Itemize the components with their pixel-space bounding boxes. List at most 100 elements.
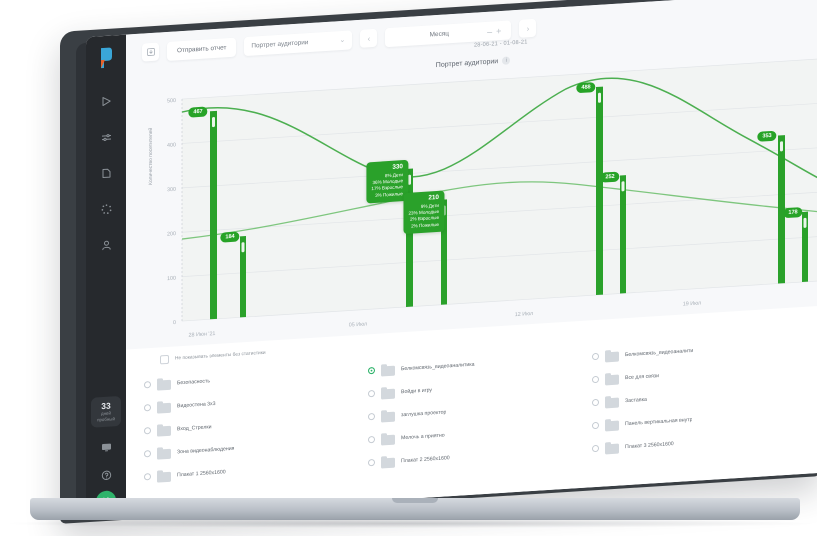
sidebar-item-sliders[interactable] bbox=[91, 121, 121, 153]
svg-text:28 Июн '21: 28 Июн '21 bbox=[189, 331, 216, 339]
folder-icon bbox=[381, 455, 395, 469]
data-badge[interactable]: 467 bbox=[188, 106, 208, 118]
folder-icon bbox=[381, 432, 395, 446]
item-label: Зона видеонаблюдения bbox=[177, 445, 235, 455]
item-label: Белкомсвязь_видеоаналити bbox=[625, 347, 694, 358]
hide-empty-label: Не показывать элементы без статистики bbox=[175, 350, 266, 362]
device-column: Белкомсвязь_видеоаналити Все для связи З… bbox=[592, 332, 806, 460]
item-radio[interactable] bbox=[592, 421, 599, 430]
chart-tooltip: 210 9% Дети 23% Молодые 2% Взрослые 2% П… bbox=[403, 190, 444, 234]
item-radio[interactable] bbox=[592, 352, 599, 361]
main-content: Отправить отчет Портрет аудитории ⌄ ‹ Ме… bbox=[126, 0, 817, 517]
item-radio-selected[interactable] bbox=[368, 366, 375, 375]
period-label: Месяц bbox=[429, 30, 449, 39]
next-period-button[interactable]: › bbox=[519, 18, 537, 38]
report-type-value: Портрет аудитории bbox=[251, 39, 309, 50]
item-radio[interactable] bbox=[144, 427, 151, 435]
data-badge[interactable]: 178 bbox=[783, 207, 803, 219]
item-radio[interactable] bbox=[368, 458, 375, 467]
item-label: Мелочь а приятно bbox=[401, 432, 445, 441]
item-radio[interactable] bbox=[144, 381, 151, 389]
folder-icon bbox=[605, 349, 619, 362]
item-radio[interactable] bbox=[144, 450, 151, 458]
app-logo-icon[interactable] bbox=[95, 45, 117, 70]
folder-icon bbox=[605, 372, 619, 385]
item-radio[interactable] bbox=[592, 444, 599, 453]
item-radio[interactable] bbox=[368, 412, 375, 421]
sidebar-item-loading[interactable] bbox=[91, 193, 121, 225]
item-label: Плакат 2 2560x1600 bbox=[401, 454, 450, 464]
folder-icon bbox=[157, 377, 171, 391]
period-increase-button[interactable]: + bbox=[496, 25, 502, 36]
folder-icon bbox=[157, 446, 171, 460]
send-report-label: Отправить отчет bbox=[177, 44, 227, 55]
laptop-shadow bbox=[10, 519, 810, 528]
trial-badge[interactable]: 33 дней пробный bbox=[91, 396, 121, 428]
sidebar-item-document[interactable] bbox=[91, 157, 121, 189]
folder-icon bbox=[605, 441, 619, 454]
svg-text:200: 200 bbox=[167, 231, 176, 238]
svg-text:500: 500 bbox=[167, 98, 176, 105]
page-title: Портрет аудитории bbox=[435, 57, 499, 69]
svg-text:12 Июл: 12 Июл bbox=[515, 311, 533, 318]
item-label: Вход_Стрелки bbox=[177, 423, 212, 432]
svg-text:05 Июл: 05 Июл bbox=[349, 321, 367, 328]
item-radio[interactable] bbox=[368, 389, 375, 398]
sidebar-item-person[interactable] bbox=[91, 229, 121, 261]
application-window: 33 дней пробный И bbox=[86, 0, 817, 520]
folder-icon bbox=[605, 395, 619, 408]
previous-period-button[interactable]: ‹ bbox=[360, 28, 378, 48]
item-label: Белкомсвязь_видеоаналитика bbox=[401, 361, 475, 372]
device-column: Белкомсвязь_видеоаналитика Войди в игру … bbox=[368, 346, 582, 474]
send-report-button[interactable]: Отправить отчет bbox=[167, 37, 237, 61]
item-radio[interactable] bbox=[144, 404, 151, 412]
monitor-icon[interactable] bbox=[92, 434, 120, 460]
item-radio[interactable] bbox=[592, 398, 599, 407]
trial-label-line2: пробный bbox=[97, 415, 115, 422]
svg-text:300: 300 bbox=[167, 187, 176, 194]
hide-empty-checkbox[interactable] bbox=[160, 354, 169, 365]
svg-text:19 Июл: 19 Июл bbox=[683, 300, 701, 307]
chevron-down-icon: ⌄ bbox=[339, 36, 346, 45]
folder-icon bbox=[605, 418, 619, 431]
item-label: Плакат 1 2560x1600 bbox=[177, 468, 226, 478]
item-label: Войди в игру bbox=[401, 386, 433, 395]
item-radio[interactable] bbox=[144, 473, 151, 481]
folder-icon bbox=[157, 469, 171, 483]
left-sidebar: 33 дней пробный И bbox=[86, 34, 126, 520]
report-type-select[interactable]: Портрет аудитории ⌄ bbox=[244, 30, 353, 57]
item-label: Все для связи bbox=[625, 372, 660, 381]
item-label: Панель вертикальная внутр bbox=[625, 416, 693, 427]
sidebar-item-play[interactable] bbox=[91, 85, 121, 117]
tooltip-row: 2% Пожилые bbox=[411, 221, 439, 229]
audience-chart: Количество посетителей bbox=[126, 51, 817, 350]
item-radio[interactable] bbox=[592, 375, 599, 384]
folder-icon bbox=[381, 363, 395, 377]
svg-text:100: 100 bbox=[167, 276, 176, 283]
folder-icon bbox=[157, 423, 171, 437]
folder-icon bbox=[381, 386, 395, 400]
toolbar: Отправить отчет Портрет аудитории ⌄ ‹ Ме… bbox=[126, 0, 817, 79]
folder-icon bbox=[157, 400, 171, 414]
data-badge[interactable]: 252 bbox=[600, 171, 620, 183]
item-label: Видеостена 3x3 bbox=[177, 400, 216, 409]
folder-icon bbox=[381, 409, 395, 423]
item-label: Плакат 3 2560x1600 bbox=[625, 440, 674, 450]
data-badge[interactable]: 184 bbox=[220, 231, 240, 243]
laptop-base bbox=[30, 498, 800, 520]
chart-canvas: 500 400 300 200 100 0 28 Июн '21 05 Июл … bbox=[167, 58, 817, 339]
chart-tooltip: 330 8% Дети 36% Молодые 17% Взрослые 3% … bbox=[366, 159, 408, 204]
item-label: Заставка bbox=[625, 396, 647, 404]
download-report-icon[interactable] bbox=[142, 42, 159, 62]
info-icon[interactable]: i bbox=[502, 56, 511, 65]
help-icon[interactable] bbox=[92, 462, 120, 488]
svg-text:0: 0 bbox=[173, 320, 176, 326]
data-badge[interactable]: 353 bbox=[757, 130, 777, 142]
tooltip-row: 3% Пожилые bbox=[375, 190, 403, 198]
svg-text:400: 400 bbox=[167, 142, 176, 149]
period-decrease-button[interactable]: – bbox=[487, 26, 493, 37]
item-radio[interactable] bbox=[368, 435, 375, 444]
data-badge[interactable]: 488 bbox=[576, 82, 596, 94]
device-column: Безопасность Видеостена 3x3 Вход_Стрелки bbox=[144, 360, 358, 488]
